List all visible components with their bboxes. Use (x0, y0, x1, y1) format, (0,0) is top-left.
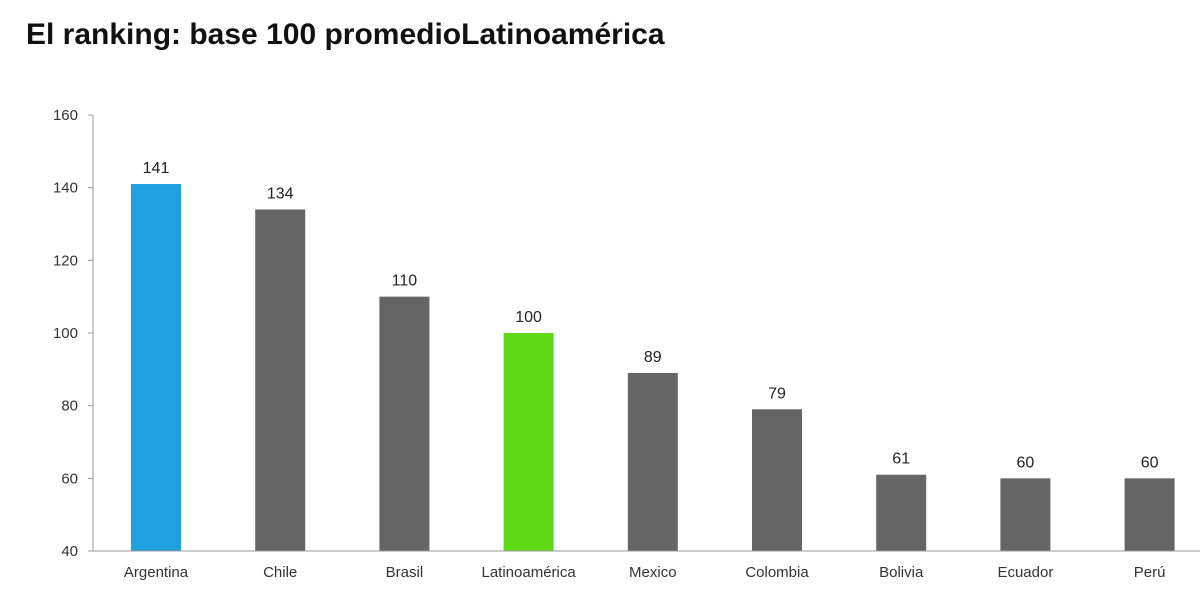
data-label: 141 (143, 160, 170, 177)
data-label: 61 (892, 451, 910, 468)
x-category-label: Chile (263, 564, 297, 581)
y-tick-label: 120 (53, 252, 78, 269)
bar-brasil (379, 296, 430, 551)
data-label: 60 (1141, 454, 1159, 471)
y-tick-label: 40 (61, 543, 78, 560)
bar-colombia (752, 409, 802, 551)
chart-title: El ranking: base 100 promedioLatinoaméri… (26, 18, 665, 51)
y-tick-label: 140 (53, 180, 78, 197)
x-category-label: Perú (1134, 564, 1166, 581)
bar-ecuador (1000, 478, 1051, 551)
y-axis: 40 60 80 100 120 140 160 (53, 107, 94, 560)
bars (131, 184, 1175, 552)
y-tick-label: 80 (61, 398, 78, 415)
data-labels: 141 134 110 100 89 79 61 60 60 (143, 160, 1159, 471)
x-category-label: Colombia (745, 564, 809, 581)
x-category-label: Latinoamérica (481, 564, 576, 581)
x-axis: Argentina Chile Brasil Latinoamérica Mexico C… (93, 550, 1200, 581)
bar-chile (255, 209, 306, 551)
data-label: 89 (644, 349, 662, 366)
data-label: 100 (515, 309, 542, 326)
y-tick-label: 160 (53, 107, 78, 124)
data-label: 60 (1017, 454, 1035, 471)
bar-mexico (627, 372, 678, 551)
x-category-label: Argentina (124, 564, 189, 581)
x-category-label: Mexico (629, 564, 677, 581)
x-category-label: Ecuador (997, 564, 1053, 581)
x-category-label: Bolivia (879, 564, 924, 581)
bar-latinoamerica (503, 333, 554, 551)
x-category-label: Brasil (386, 564, 424, 581)
data-label: 79 (768, 385, 786, 402)
bar-argentina (131, 184, 181, 552)
data-label: 110 (392, 273, 418, 290)
data-label: 134 (267, 185, 294, 202)
bar-bolivia (876, 474, 927, 551)
y-tick-label: 60 (61, 470, 78, 487)
bar-peru (1124, 478, 1175, 551)
y-tick-label: 100 (53, 325, 78, 342)
